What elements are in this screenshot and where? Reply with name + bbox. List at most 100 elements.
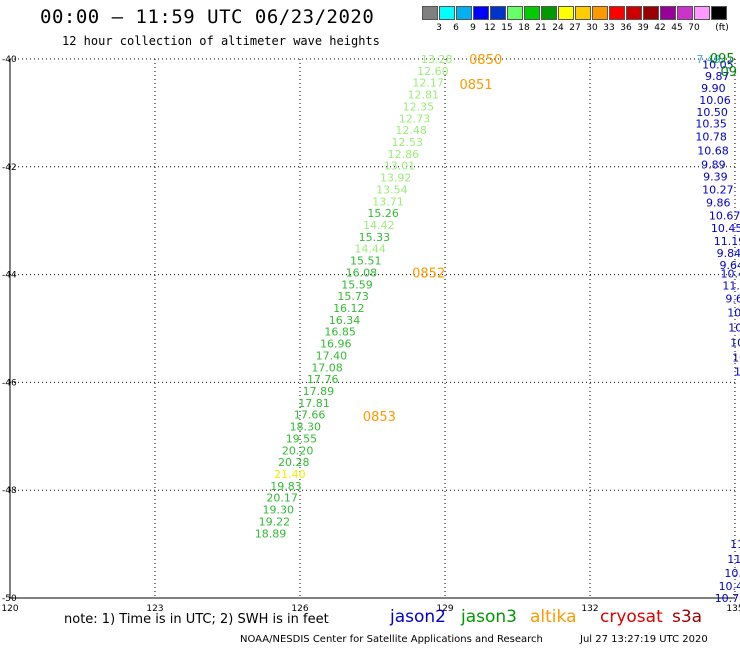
- edge-wave-height-label: 9.64: [720, 259, 740, 272]
- legend-swatch: [677, 6, 693, 20]
- wave-height-label: 12.86: [388, 148, 420, 161]
- map-title: 00:00 — 11:59 UTC 06/23/2020: [40, 6, 375, 28]
- edge-wave-height-label: 10: [730, 337, 740, 350]
- edge-wave-height-label: 10.05: [702, 58, 734, 71]
- wave-height-label: 13.01: [384, 160, 416, 173]
- edge-wave-height-label: 9.84: [717, 247, 740, 260]
- wave-height-label: 13.28: [421, 53, 453, 66]
- y-tick-label: -48: [2, 486, 17, 496]
- y-tick-label: -46: [2, 378, 17, 388]
- y-tick-label: -44: [2, 271, 17, 281]
- wave-height-label: 14.42: [363, 219, 395, 232]
- legend-swatch: [507, 6, 523, 20]
- edge-wave-height-label: 9.39: [703, 171, 728, 184]
- edge-wave-height-label: 9.90: [701, 82, 726, 95]
- wave-height-label: 16.85: [324, 326, 356, 339]
- y-tick-label: -40: [2, 55, 17, 65]
- edge-wave-height-label: 10.: [727, 306, 740, 319]
- edge-wave-height-label: 10.: [728, 321, 740, 334]
- legend-tick-label: 42: [654, 23, 666, 33]
- x-tick-label: 126: [291, 604, 308, 614]
- wave-height-label: 16.96: [320, 338, 352, 351]
- map-subtitle: 12 hour collection of altimeter wave hei…: [62, 34, 380, 48]
- units-note: note: 1) Time is in UTC; 2) SWH is in fe…: [64, 612, 329, 627]
- legend-swatch: [660, 6, 676, 20]
- x-tick-label: 120: [1, 604, 18, 614]
- x-tick-label: 123: [146, 604, 163, 614]
- edge-wave-height-label: 10.45: [711, 222, 740, 235]
- legend-tick-label: 45: [671, 23, 683, 33]
- wave-height-label: 12.17: [412, 77, 444, 90]
- legend-swatch: [524, 6, 540, 20]
- wave-height-label: 15.59: [341, 278, 373, 291]
- edge-wave-height-label: 10.27: [702, 183, 734, 196]
- wave-height-label: 14.44: [354, 243, 386, 256]
- track-time-label: 0852: [412, 266, 445, 281]
- wave-height-label: 16.08: [346, 266, 378, 279]
- legend-swatch: [439, 6, 455, 20]
- edge-wave-height-label: 10.41: [719, 580, 740, 593]
- track-time-label: 0850: [469, 53, 502, 68]
- edge-wave-height-label: 10.78: [695, 131, 727, 144]
- x-tick-label: 132: [581, 604, 598, 614]
- wave-height-label: 12.60: [417, 65, 449, 78]
- edge-wave-height-label: 9.86: [706, 196, 731, 209]
- legend-tick-label: 36: [620, 23, 632, 33]
- legend-swatch: [490, 6, 506, 20]
- edge-wave-height-label: 10.9: [724, 567, 740, 580]
- satellite-name-s3a: s3a: [672, 607, 703, 627]
- legend-tick-label: 12: [484, 23, 496, 33]
- legend-tick-label: 9: [470, 23, 476, 33]
- legend-swatch: [609, 6, 625, 20]
- wave-height-label: 12.48: [395, 124, 427, 137]
- wave-height-label: 12.73: [399, 112, 431, 125]
- wave-height-label: 17.40: [316, 349, 348, 362]
- edge-wave-height-label: 10: [732, 352, 740, 365]
- legend-tick-label: 33: [603, 23, 615, 33]
- legend-tick-label: 39: [637, 23, 649, 33]
- wave-height-label: 19.30: [263, 504, 295, 517]
- legend-tick-label: 6: [453, 23, 459, 33]
- satellite-name-jason3: jason3: [461, 607, 517, 627]
- legend-swatch: [473, 6, 489, 20]
- edge-wave-height-label: 10.68: [697, 145, 729, 158]
- edge-time-label: 095: [710, 52, 735, 67]
- edge-wave-height-label: 10.67: [709, 209, 740, 222]
- wave-height-label: 17.66: [294, 409, 326, 422]
- wave-height-label: 17.89: [303, 385, 335, 398]
- wave-height-label: 16.12: [333, 302, 365, 315]
- wave-height-label: 18.89: [255, 527, 287, 540]
- wave-height-label: 19.22: [259, 515, 291, 528]
- wave-height-label: 16.34: [329, 314, 361, 327]
- wave-height-label: 17.76: [307, 373, 339, 386]
- credit-text: NOAA/NESDIS Center for Satellite Applica…: [240, 634, 543, 645]
- wave-height-label: 17.08: [311, 361, 343, 374]
- edge-wave-height-label: 11.1: [722, 279, 740, 292]
- y-tick-label: -42: [2, 163, 17, 173]
- legend-tick-label: 15: [501, 23, 513, 33]
- edge-wave-height-label: 10.71: [715, 592, 740, 605]
- edge-wave-height-label: 10.06: [699, 94, 731, 107]
- x-tick-label: 135: [726, 604, 740, 614]
- wave-height-label: 13.92: [380, 172, 412, 185]
- wave-height-label: 15.73: [337, 290, 369, 303]
- edge-wave-height-label: 11: [730, 538, 740, 551]
- wave-height-label: 15.33: [359, 231, 391, 244]
- satellite-name-jason2: jason2: [390, 607, 446, 627]
- legend-swatch: [711, 6, 727, 20]
- edge-wave-height-label: 10.50: [696, 106, 728, 119]
- wave-height-label: 20.17: [266, 492, 298, 505]
- edge-wave-height-label: 9.87: [705, 70, 730, 83]
- legend-swatch: [592, 6, 608, 20]
- edge-time-label: 09: [721, 65, 738, 80]
- wave-height-label: 20.28: [278, 456, 310, 469]
- legend-tick-label: 3: [436, 23, 442, 33]
- edge-wave-height-label: 7.49: [696, 53, 721, 66]
- generated-timestamp: Jul 27 13:27:19 UTC 2020: [580, 634, 708, 645]
- wave-height-label: 13.54: [376, 183, 408, 196]
- y-tick-label: -50: [2, 594, 17, 604]
- satellite-name-cryosat: cryosat: [600, 607, 663, 627]
- legend-swatch: [456, 6, 472, 20]
- edge-wave-height-label: 9.89: [701, 159, 726, 172]
